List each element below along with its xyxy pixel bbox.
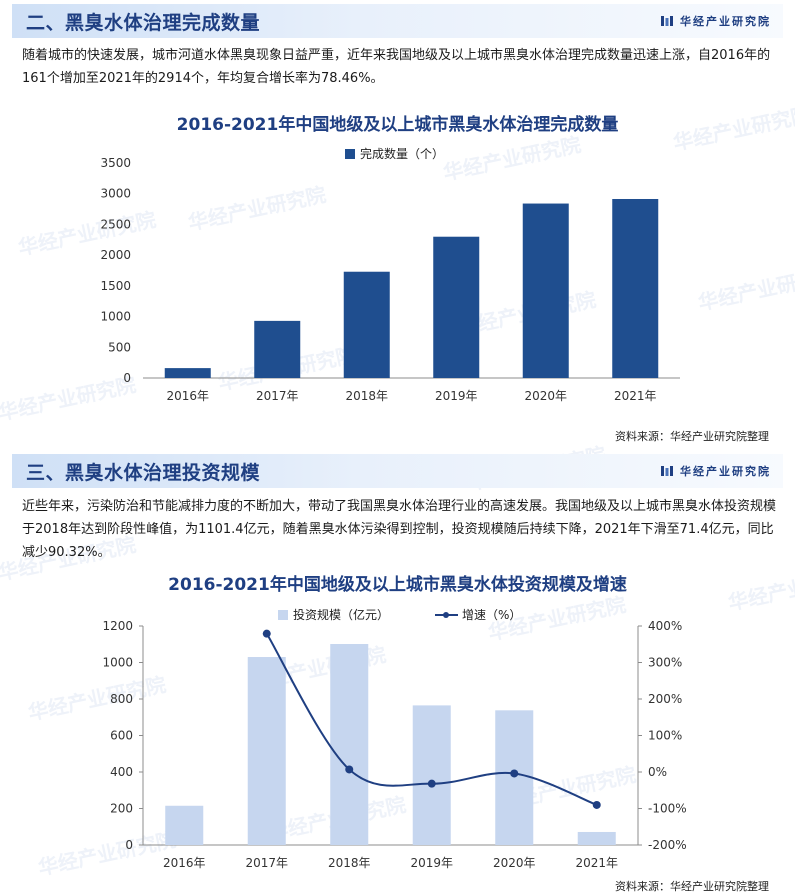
legend-swatch: [345, 149, 355, 159]
legend-line-marker: [443, 612, 449, 618]
x-tick-label: 2020年: [493, 856, 536, 870]
legend-label: 投资规模（亿元）: [293, 607, 389, 622]
chart-title: 2016-2021年中国地级及以上城市黑臭水体投资规模及增速: [168, 575, 627, 595]
y-tick-label: 2500: [100, 217, 131, 231]
growth-point: [592, 800, 601, 809]
y-tick-label: 1500: [100, 279, 131, 293]
x-tick-label: 2018年: [328, 856, 371, 870]
y2-tick-label: 100%: [648, 729, 682, 743]
legend-label: 完成数量（个）: [360, 146, 444, 161]
brand: 华经产业研究院: [660, 462, 771, 480]
y-tick-label: 1000: [102, 656, 133, 670]
combo-chart-investment: 0 200 400 600 800 1000 1200 -200% -100% 0% 100% 200…: [102, 607, 687, 870]
y-tick-label: 0: [123, 371, 131, 385]
header-bar: [12, 4, 783, 38]
x-tick-label: 2021年: [575, 856, 618, 870]
section-title: 三、黑臭水体治理投资规模: [26, 462, 261, 484]
section-header: 三、黑臭水体治理投资规模 华经产业研究院: [12, 454, 783, 488]
y-tick-label: 2000: [100, 248, 131, 262]
bar: [495, 710, 534, 845]
x-tick-label: 2017年: [256, 389, 299, 403]
bar: [165, 805, 204, 845]
section-header: 二、黑臭水体治理完成数量 华经产业研究院: [12, 4, 783, 38]
y-tick-label: 600: [110, 729, 133, 743]
y-tick-label: 200: [110, 802, 133, 816]
brand-name: 华经产业研究院: [680, 465, 771, 478]
header-bar: [12, 454, 783, 488]
source-note: 资料来源：华经产业研究院整理: [615, 880, 769, 893]
bar: [612, 198, 659, 378]
y2-tick-label: 0%: [648, 765, 667, 779]
source-note: 资料来源：华经产业研究院整理: [615, 430, 769, 443]
growth-point: [345, 765, 354, 774]
bar: [433, 236, 480, 378]
legend-swatch: [278, 610, 288, 620]
y-tick-label: 800: [110, 692, 133, 706]
y-tick-label: 500: [108, 340, 131, 354]
growth-line: [265, 633, 598, 806]
section-paragraph: 随着城市的快速发展，城市河道水体黑臭现象日益严重，近年来我国地级及以上城市黑臭水…: [22, 48, 771, 86]
y2-tick-label: 300%: [648, 656, 682, 670]
bar: [247, 657, 286, 845]
bar: [522, 203, 569, 378]
y-tick-label: 1200: [102, 619, 133, 633]
bar: [254, 320, 301, 378]
chart-title: 2016-2021年中国地级及以上城市黑臭水体治理完成数量: [176, 115, 619, 135]
y-tick-label: 400: [110, 765, 133, 779]
section-paragraph: 近些年来，污染防治和节能减排力度的不断加大，带动了我国黑臭水体治理行业的高速发展…: [22, 499, 777, 560]
growth-point: [427, 779, 436, 788]
brand-name: 华经产业研究院: [680, 15, 771, 28]
legend-label: 增速（%）: [462, 608, 521, 622]
bar: [164, 368, 211, 378]
brand-logo-icon: [661, 16, 673, 26]
x-tick-label: 2016年: [166, 389, 209, 403]
y2-tick-label: 200%: [648, 692, 682, 706]
x-tick-label: 2019年: [435, 389, 478, 403]
y2-tick-label: 400%: [648, 619, 682, 633]
bar-chart-completed: 0 500 1000 1500 2000 2500 3000 3500 2016年 2017年 20…: [100, 146, 680, 403]
y2-tick-label: -100%: [648, 802, 687, 816]
y-tick-label: 1000: [100, 310, 131, 324]
bar: [343, 271, 390, 378]
y2-tick-label: -200%: [648, 838, 687, 852]
growth-point: [510, 769, 519, 778]
brand: 华经产业研究院: [660, 12, 771, 30]
y-tick-label: 3500: [100, 156, 131, 170]
y-tick-label: 0: [125, 838, 133, 852]
section-title: 二、黑臭水体治理完成数量: [26, 12, 261, 34]
growth-point: [262, 629, 271, 638]
bar: [412, 705, 451, 845]
x-tick-label: 2019年: [410, 856, 453, 870]
x-tick-label: 2018年: [345, 389, 388, 403]
brand-logo-icon: [661, 466, 673, 476]
bar: [330, 643, 369, 845]
x-tick-label: 2017年: [245, 856, 288, 870]
x-tick-label: 2016年: [163, 856, 206, 870]
bar: [577, 831, 616, 845]
x-tick-label: 2020年: [524, 389, 567, 403]
x-tick-label: 2021年: [614, 389, 657, 403]
y-tick-label: 3000: [100, 187, 131, 201]
